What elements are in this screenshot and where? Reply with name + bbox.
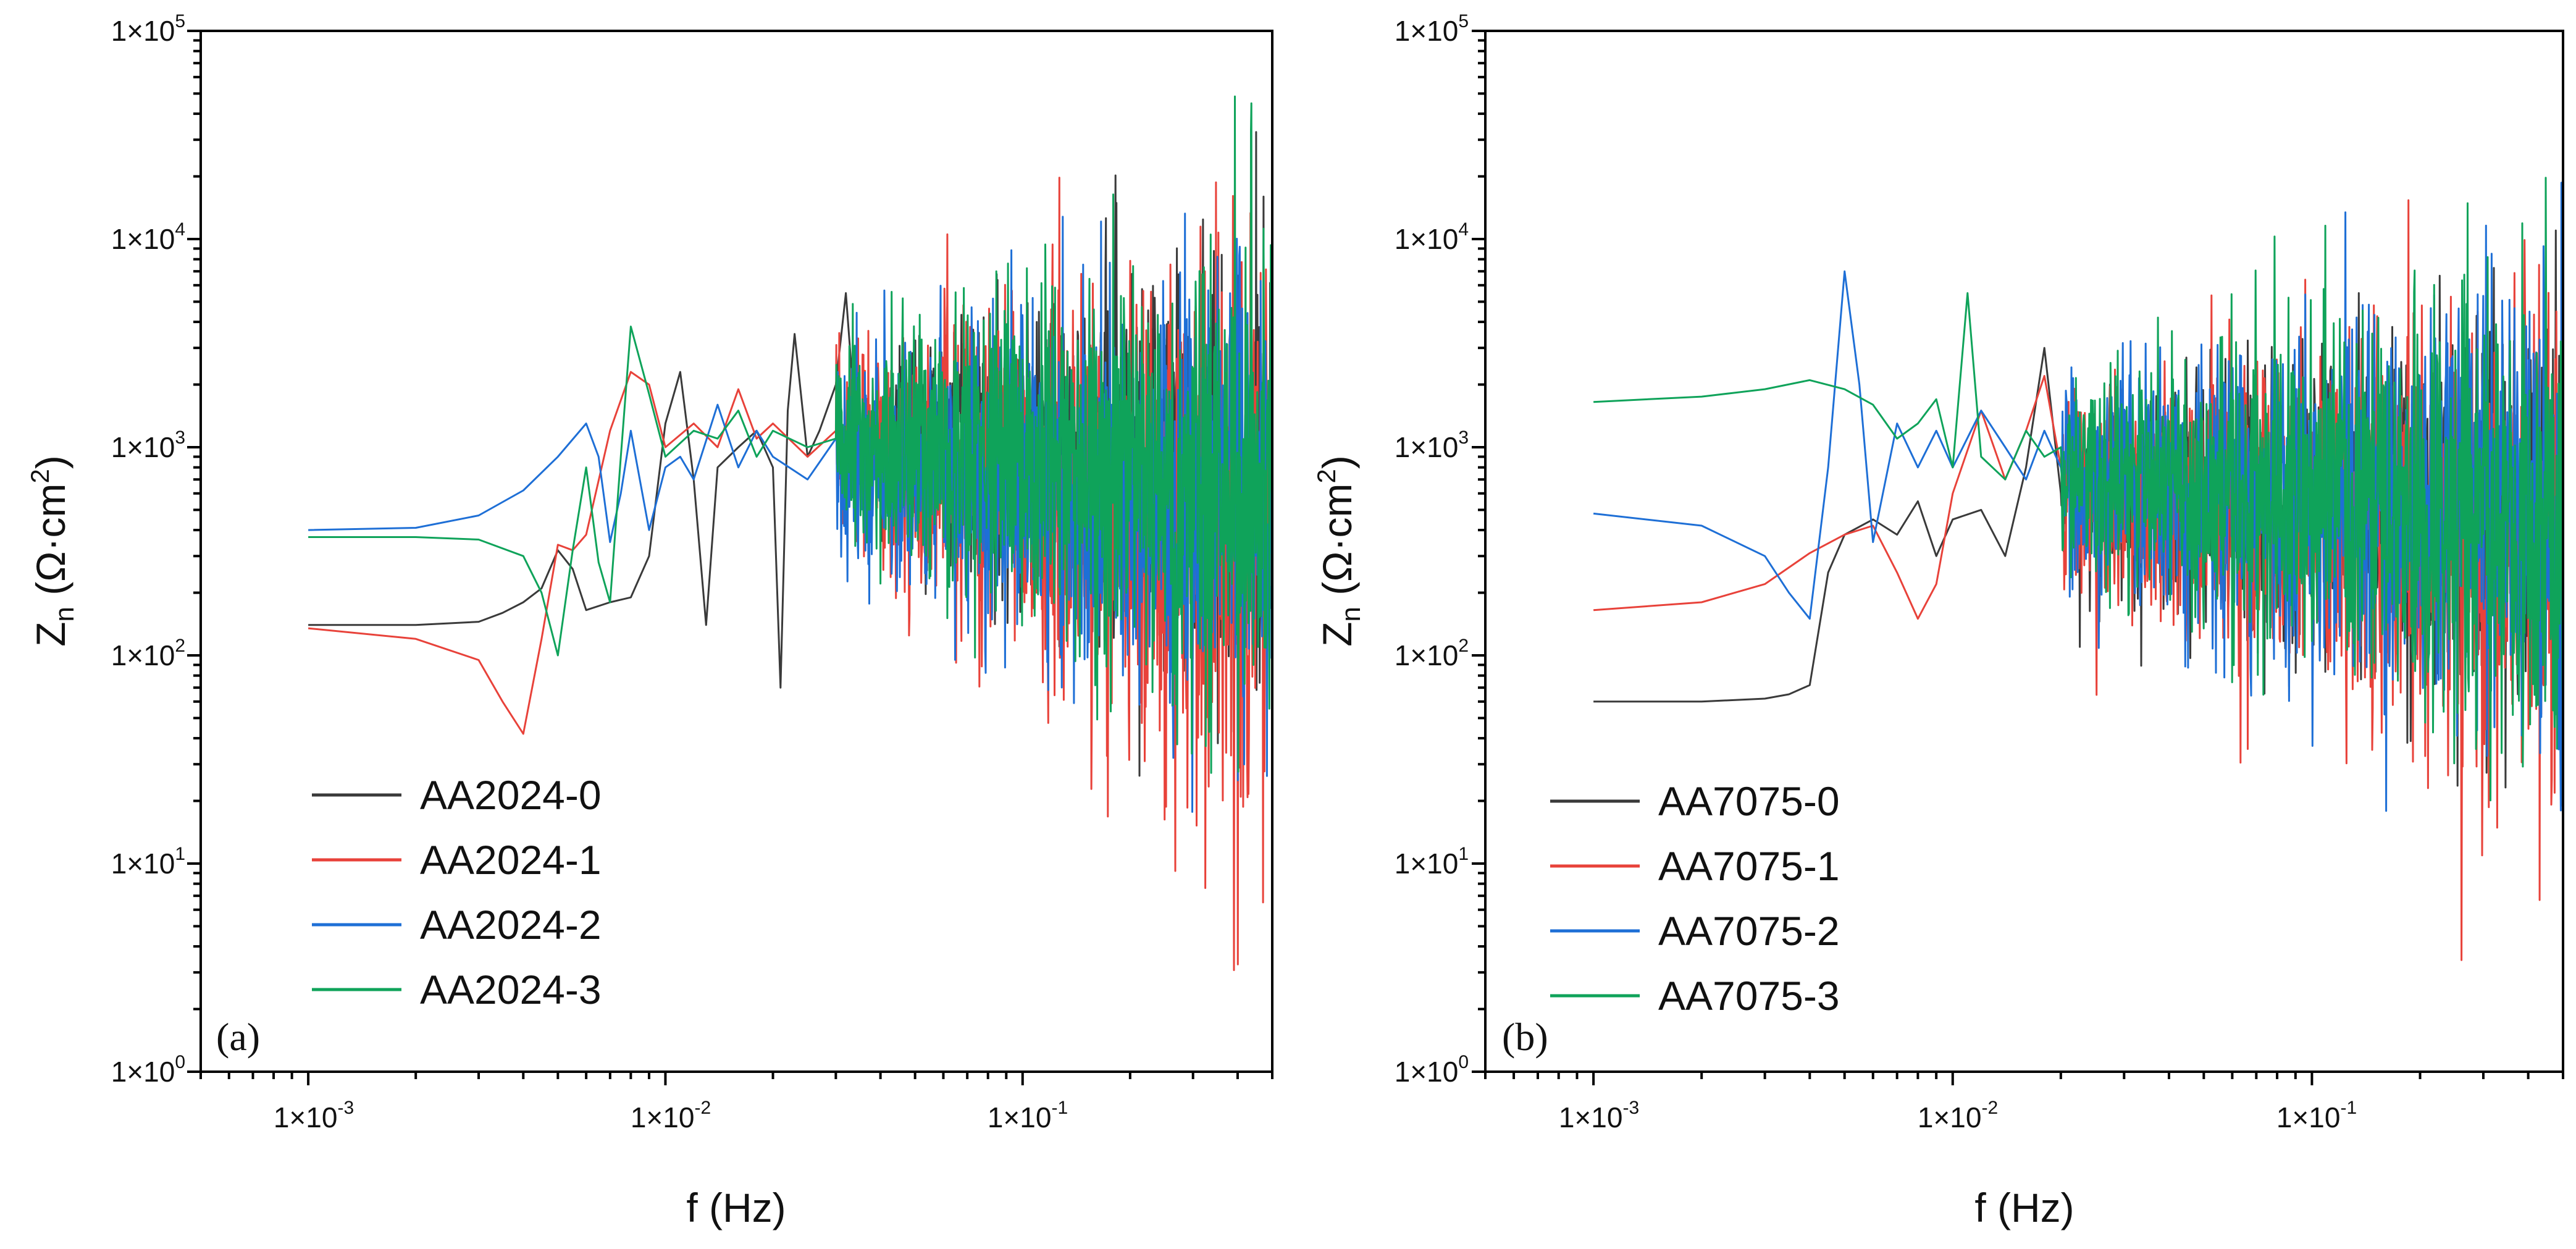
panel-b-ticks [1472, 30, 2564, 1085]
panel-a-legend-label-3: AA2024-3 [420, 967, 602, 1012]
panel-a-x-axis-label: f (Hz) [686, 1185, 786, 1230]
panel-b-x-tick-label-2: 1×10-1 [2276, 1098, 2357, 1133]
panel-b: 1×100 1×101 1×102 1×103 1×104 1×105 1×10… [1312, 11, 2564, 1230]
panel-b-y-axis-label: Zn (Ω·cm2) [1312, 455, 1366, 647]
panel-b-x-tick-label-1: 1×10-2 [1918, 1098, 1998, 1133]
panel-b-legend-label-1: AA7075-1 [1658, 843, 1840, 889]
panel-b-y-tick-label-3: 1×103 [1395, 427, 1469, 463]
panel-a-series [308, 95, 1273, 971]
panel-a-y-tick-label-1: 1×101 [111, 844, 185, 880]
panel-b-y-tick-label-1: 1×101 [1395, 844, 1469, 880]
panel-a-y-tick-label-2: 1×102 [111, 636, 185, 671]
panel-b-plot-frame [1484, 30, 2564, 1073]
panel-b-x-axis-label: f (Hz) [1974, 1185, 2074, 1230]
panel-a-y-tick-labels: 1×100 1×101 1×102 1×103 1×104 1×105 [111, 11, 185, 1088]
panel-b-y-tick-label-5: 1×105 [1395, 11, 1469, 47]
panel-b-y-tick-label-0: 1×100 [1395, 1052, 1469, 1088]
panel-b-legend: AA7075-0 AA7075-1 AA7075-2 AA7075-3 [1550, 778, 1840, 1019]
panel-a-y-tick-label-5: 1×105 [111, 11, 185, 47]
panel-b-legend-label-0: AA7075-0 [1658, 778, 1840, 824]
panel-b-x-tick-label-0: 1×10-3 [1559, 1098, 1639, 1133]
panel-b-series-3 [1593, 177, 2564, 802]
panel-b-x-tick-labels: 1×10-3 1×10-2 1×10-1 [1559, 1098, 2357, 1133]
panel-a-label: (a) [216, 1015, 260, 1059]
panel-a-x-tick-labels: 1×10-3 1×10-2 1×10-1 [274, 1098, 1068, 1133]
panel-a: 1×100 1×101 1×102 1×103 1×104 1×105 1×10… [25, 11, 1273, 1230]
panel-a-legend: AA2024-0 AA2024-1 AA2024-2 AA2024-3 [312, 772, 602, 1012]
panel-a-legend-label-2: AA2024-2 [420, 902, 602, 948]
panel-a-x-tick-label-2: 1×10-1 [988, 1098, 1068, 1133]
panel-b-y-tick-label-2: 1×102 [1395, 636, 1469, 671]
panel-b-series [1593, 177, 2564, 961]
panel-a-x-tick-label-1: 1×10-2 [631, 1098, 711, 1133]
panel-b-legend-label-3: AA7075-3 [1658, 973, 1840, 1019]
panel-a-plot-frame [199, 30, 1273, 1073]
panel-b-label: (b) [1502, 1015, 1548, 1059]
panel-a-y-tick-label-0: 1×100 [111, 1052, 185, 1088]
panel-a-ticks [187, 30, 1273, 1085]
panel-a-y-tick-label-4: 1×104 [111, 219, 185, 255]
panel-a-legend-label-0: AA2024-0 [420, 772, 602, 818]
panel-b-legend-label-2: AA7075-2 [1658, 908, 1840, 954]
panel-a-y-axis-label: Zn (Ω·cm2) [25, 455, 80, 647]
panel-a-x-tick-label-0: 1×10-3 [274, 1098, 354, 1133]
panel-a-series-3 [308, 95, 1273, 774]
panel-b-y-tick-label-4: 1×104 [1395, 219, 1469, 255]
panel-a-y-tick-label-3: 1×103 [111, 427, 185, 463]
panel-a-legend-label-1: AA2024-1 [420, 837, 602, 883]
panel-b-y-tick-labels: 1×100 1×101 1×102 1×103 1×104 1×105 [1395, 11, 1469, 1088]
